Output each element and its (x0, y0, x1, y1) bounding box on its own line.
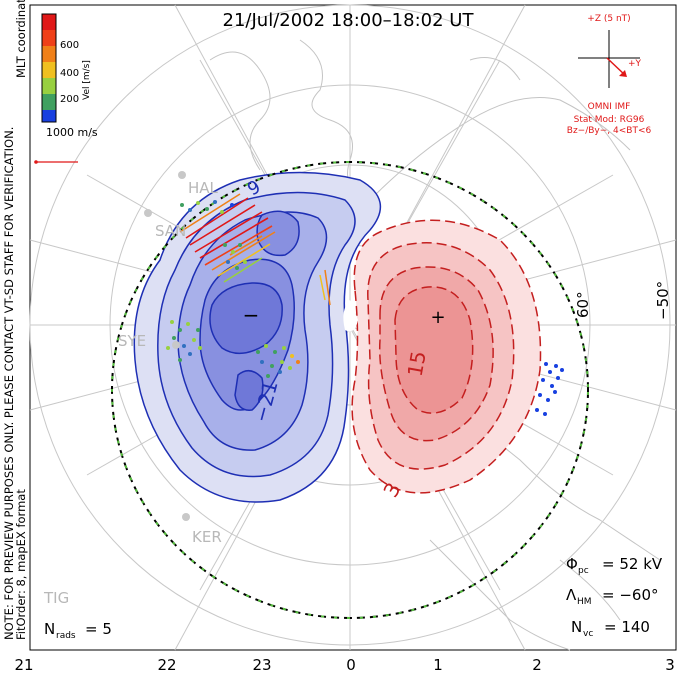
colorbar (41, 13, 57, 123)
nrads-sub: rads (56, 631, 76, 641)
nrads-symbol: N (44, 620, 55, 638)
station-markers (144, 171, 190, 521)
colorbar-label: Vel [m/s] (82, 60, 92, 100)
colorbar-tick-400: 400 (60, 68, 79, 79)
nrads-value: = 5 (85, 620, 112, 638)
contour-label-pos-15: 15 (403, 349, 431, 378)
imf-z-label: +Z (5 nT) (587, 14, 630, 24)
colorbar-tick-600: 600 (60, 40, 79, 51)
max-potential-marker: + (430, 307, 445, 328)
station-sye-marker (172, 341, 180, 349)
station-label-ker: KER (192, 528, 222, 546)
mlt-tick-1: 1 (433, 656, 443, 674)
mlt-axis: 21 22 23 0 1 2 3 (14, 656, 674, 674)
mlt-tick-23: 23 (252, 656, 271, 674)
vector-scale-label: 1000 m/s (46, 126, 98, 139)
station-label-tig: TIG (43, 589, 69, 607)
nvc-sub: vc (583, 629, 593, 639)
station-ker-marker (182, 513, 190, 521)
station-hal-marker (178, 171, 186, 179)
negative-potential-cell (133, 171, 382, 503)
colorbar-tick-200: 200 (60, 94, 79, 105)
mlt-tick-21: 21 (14, 656, 33, 674)
hm-boundary-overlay (111, 161, 589, 619)
imf-model-2: Bz−/By−, 4<BT<6 (567, 126, 652, 136)
note-line-2: FitOrder: 8, mapEX format (14, 489, 28, 640)
imf-model-1: Stat Mod: RG96 (574, 115, 645, 125)
min-potential-marker: − (243, 303, 260, 327)
station-label-hal: HAL (188, 179, 219, 197)
imf-y-label: +Y (628, 59, 642, 69)
positive-potential-cell (351, 219, 542, 494)
stats-block: Φ pc = 52 kV Λ HM = −60° N vc = 140 N ra… (44, 555, 663, 641)
mlt-tick-0: 0 (346, 656, 356, 674)
velocity-vectors (166, 193, 564, 416)
lambda-hm-sub: HM (577, 597, 592, 607)
imf-source: OMNI IMF (588, 102, 631, 112)
phi-pc-value: = 52 kV (602, 555, 663, 573)
note-line-1: NOTE: FOR PREVIEW PURPOSES ONLY. PLEASE … (2, 127, 16, 640)
nvc-symbol: N (571, 618, 582, 636)
phi-pc-sub: pc (578, 566, 589, 576)
lat-label-50: −50° (654, 281, 672, 320)
nvc-value: = 140 (604, 618, 650, 636)
lambda-hm-symbol: Λ (566, 586, 577, 604)
map-title: 21/Jul/2002 18:00–18:02 UT (223, 10, 475, 31)
coord-label: MLT coordinates (14, 0, 28, 78)
phi-pc-symbol: Φ (566, 555, 578, 573)
mlt-tick-3: 3 (665, 656, 675, 674)
pole-gap (343, 300, 358, 332)
scale-vector-dot (34, 160, 38, 164)
station-san-marker (144, 209, 152, 217)
imf-dial (578, 30, 640, 88)
lat-label-60: 60° (574, 291, 592, 318)
mlt-tick-22: 22 (157, 656, 176, 674)
station-label-sye: SYE (118, 332, 146, 350)
mlt-tick-2: 2 (532, 656, 542, 674)
station-label-san: SAN (155, 222, 186, 240)
lambda-hm-value: = −60° (602, 586, 659, 604)
